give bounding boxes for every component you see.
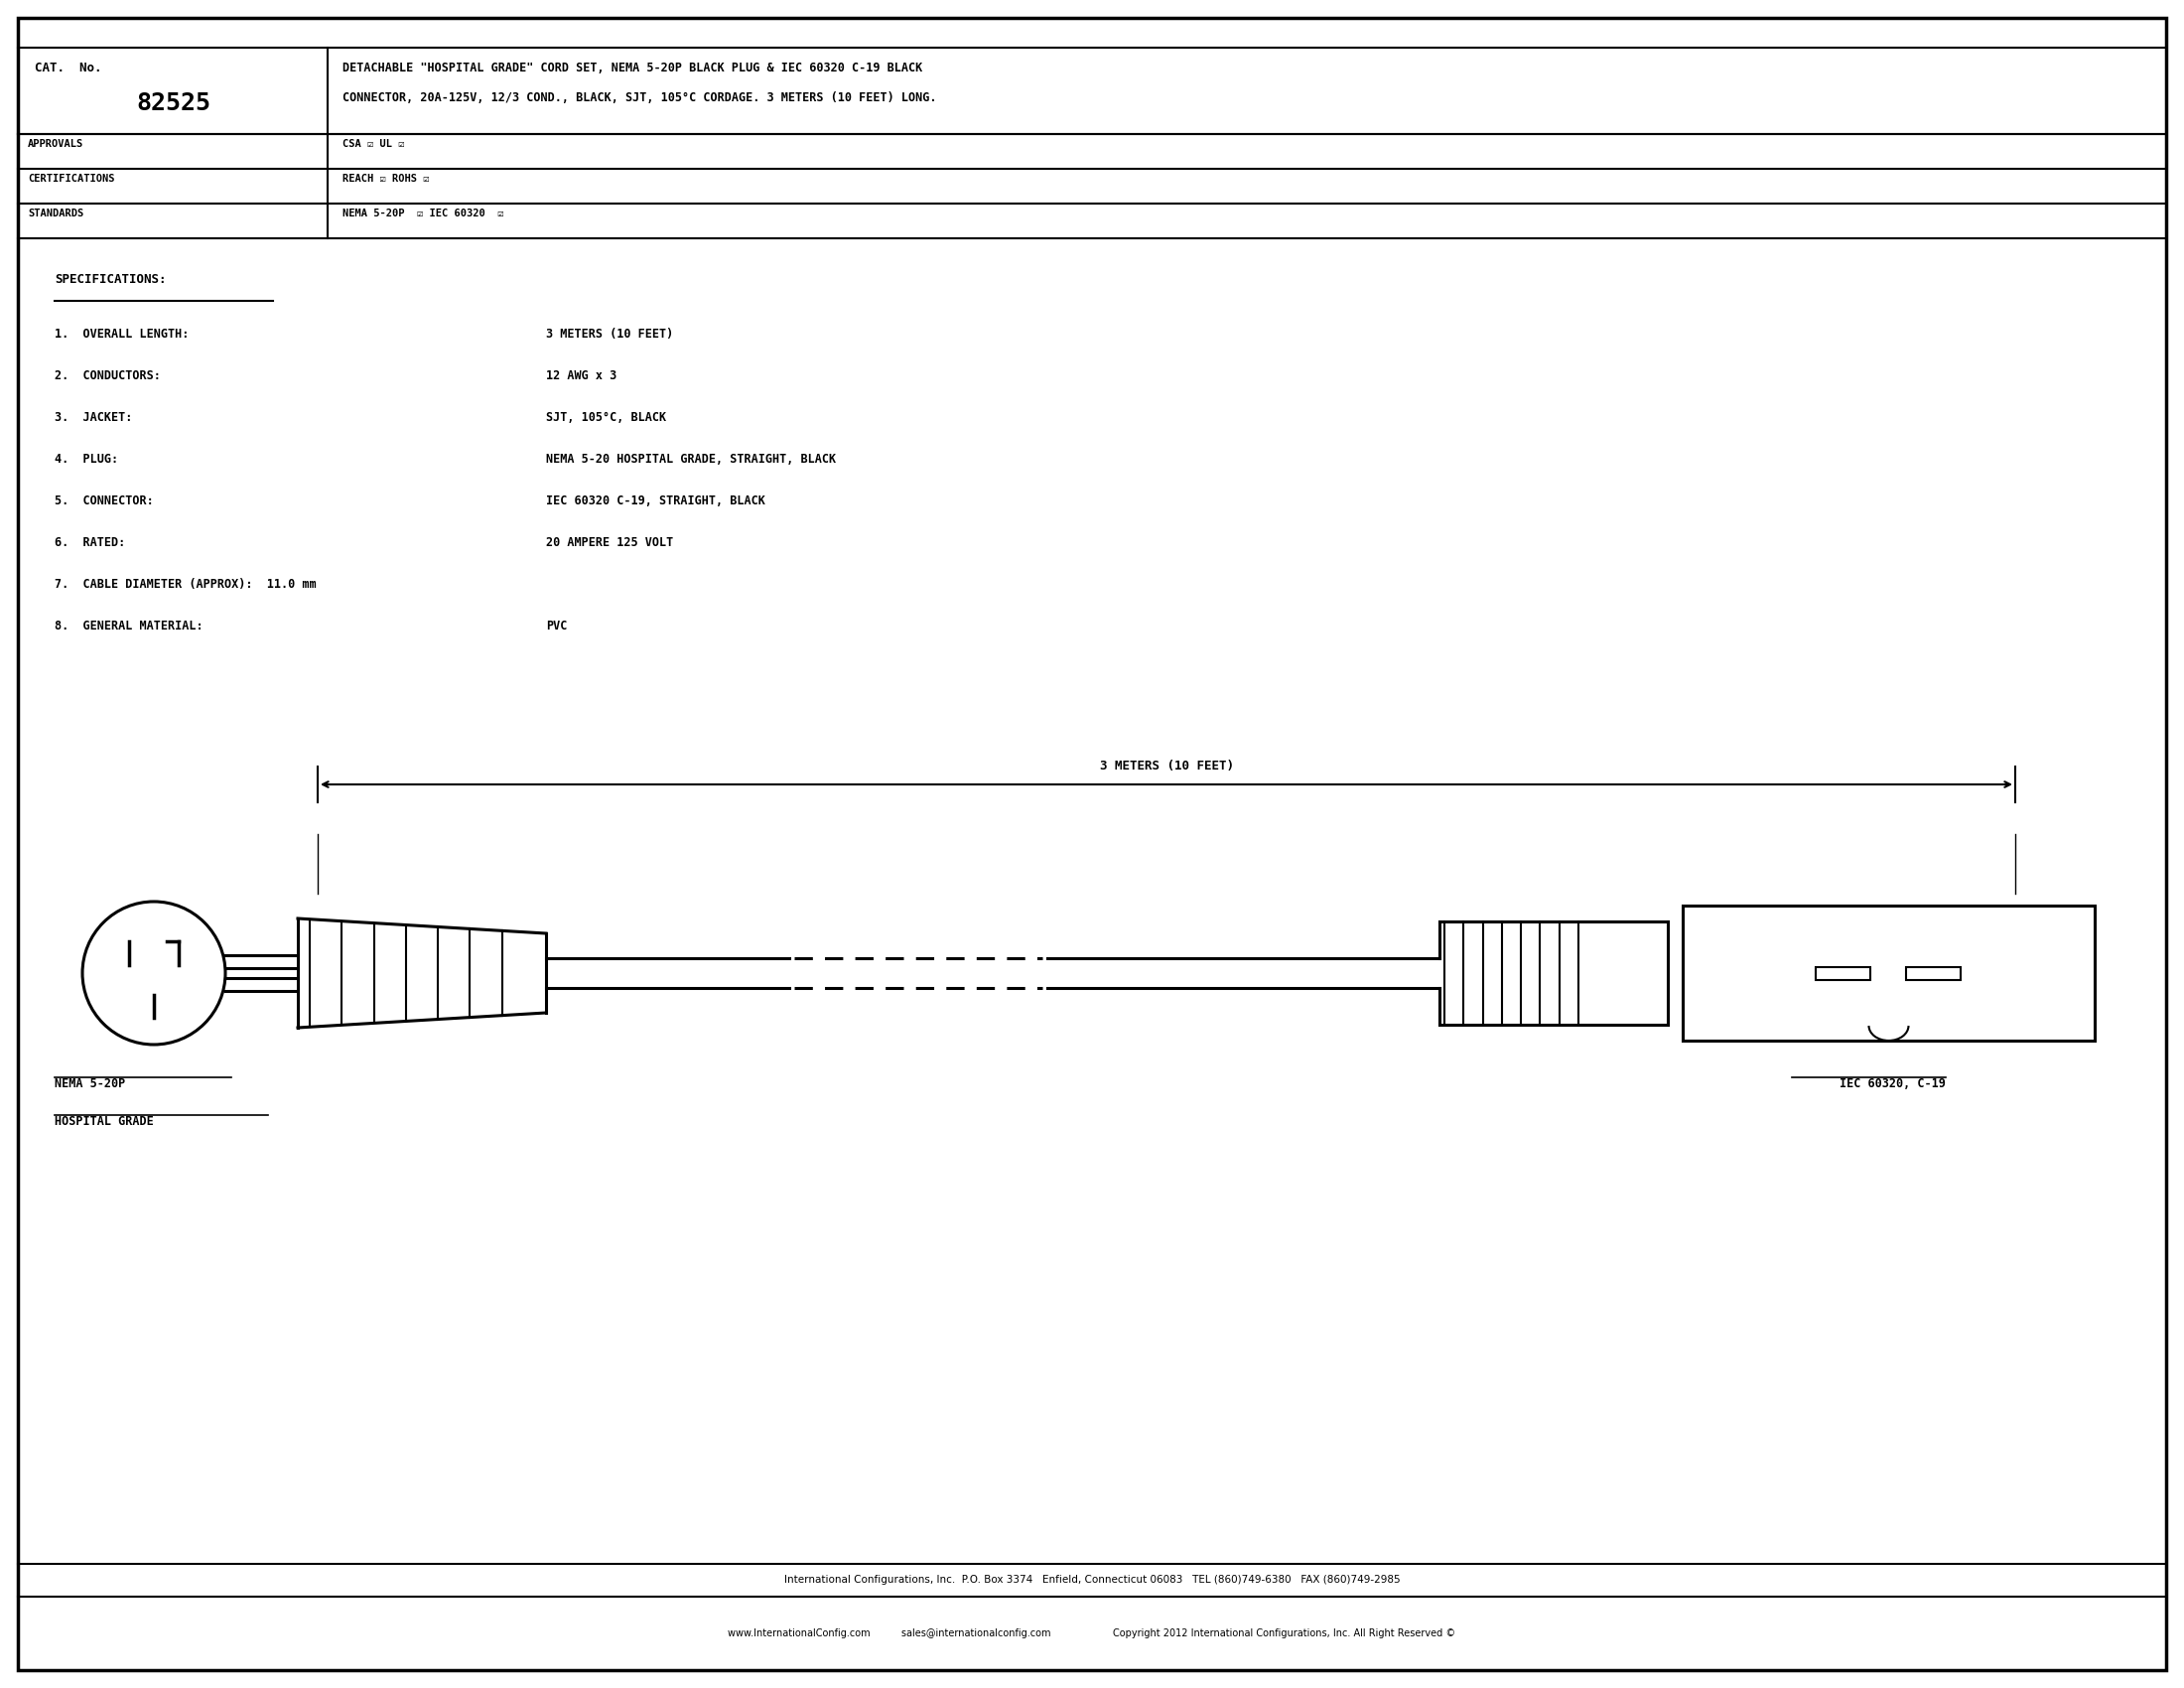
Text: www.InternationalConfig.com          sales@internationalconfig.com              : www.InternationalConfig.com sales@intern… [727, 1629, 1457, 1639]
Text: 6.  RATED:: 6. RATED: [55, 537, 124, 549]
Text: SJT, 105°C, BLACK: SJT, 105°C, BLACK [546, 412, 666, 424]
Text: 8.  GENERAL MATERIAL:: 8. GENERAL MATERIAL: [55, 619, 203, 633]
Text: 3 METERS (10 FEET): 3 METERS (10 FEET) [546, 327, 673, 341]
Text: 12 AWG x 3: 12 AWG x 3 [546, 370, 616, 381]
Text: CAT.  No.: CAT. No. [35, 61, 103, 74]
Text: 1.  OVERALL LENGTH:: 1. OVERALL LENGTH: [55, 327, 190, 341]
Text: REACH ☑ ROHS ☑: REACH ☑ ROHS ☑ [343, 174, 430, 184]
Text: 82525: 82525 [135, 91, 212, 115]
Text: International Configurations, Inc.  P.O. Box 3374   Enfield, Connecticut 06083  : International Configurations, Inc. P.O. … [784, 1575, 1400, 1585]
Bar [1682, 905, 2094, 1040]
Text: 20 AMPERE 125 VOLT: 20 AMPERE 125 VOLT [546, 537, 673, 549]
Text: CONNECTOR, 20A-125V, 12/3 COND., BLACK, SJT, 105°C CORDAGE. 3 METERS (10 FEET) L: CONNECTOR, 20A-125V, 12/3 COND., BLACK, … [343, 91, 937, 105]
Text: 2.  CONDUCTORS:: 2. CONDUCTORS: [55, 370, 162, 381]
Text: 7.  CABLE DIAMETER (APPROX):  11.0 mm: 7. CABLE DIAMETER (APPROX): 11.0 mm [55, 577, 317, 591]
Text: CERTIFICATIONS: CERTIFICATIONS [28, 174, 114, 184]
Circle shape [83, 901, 225, 1045]
Text: PVC: PVC [546, 619, 568, 633]
Text: 3 METERS (10 FEET): 3 METERS (10 FEET) [1099, 760, 1234, 773]
Text: IEC 60320 C-19, STRAIGHT, BLACK: IEC 60320 C-19, STRAIGHT, BLACK [546, 495, 764, 508]
Text: 4.  PLUG:: 4. PLUG: [55, 452, 118, 466]
Text: CSA ☑ UL ☑: CSA ☑ UL ☑ [343, 138, 404, 149]
Text: APPROVALS: APPROVALS [28, 138, 83, 149]
Text: 3.  JACKET:: 3. JACKET: [55, 412, 133, 424]
Text: SPECIFICATIONS:: SPECIFICATIONS: [55, 273, 166, 285]
Text: 5.  CONNECTOR:: 5. CONNECTOR: [55, 495, 153, 508]
Text: NEMA 5-20 HOSPITAL GRADE, STRAIGHT, BLACK: NEMA 5-20 HOSPITAL GRADE, STRAIGHT, BLAC… [546, 452, 836, 466]
Text: NEMA 5-20P: NEMA 5-20P [55, 1077, 124, 1090]
Text: IEC 60320, C-19: IEC 60320, C-19 [1839, 1077, 1946, 1090]
Bar [1817, 967, 1872, 979]
Text: DETACHABLE "HOSPITAL GRADE" CORD SET, NEMA 5-20P BLACK PLUG & IEC 60320 C-19 BLA: DETACHABLE "HOSPITAL GRADE" CORD SET, NE… [343, 61, 922, 74]
Text: HOSPITAL GRADE: HOSPITAL GRADE [55, 1116, 153, 1128]
Bar [1907, 967, 1961, 979]
Text: NEMA 5-20P  ☑ IEC 60320  ☑: NEMA 5-20P ☑ IEC 60320 ☑ [343, 209, 505, 218]
Text: STANDARDS: STANDARDS [28, 209, 83, 218]
